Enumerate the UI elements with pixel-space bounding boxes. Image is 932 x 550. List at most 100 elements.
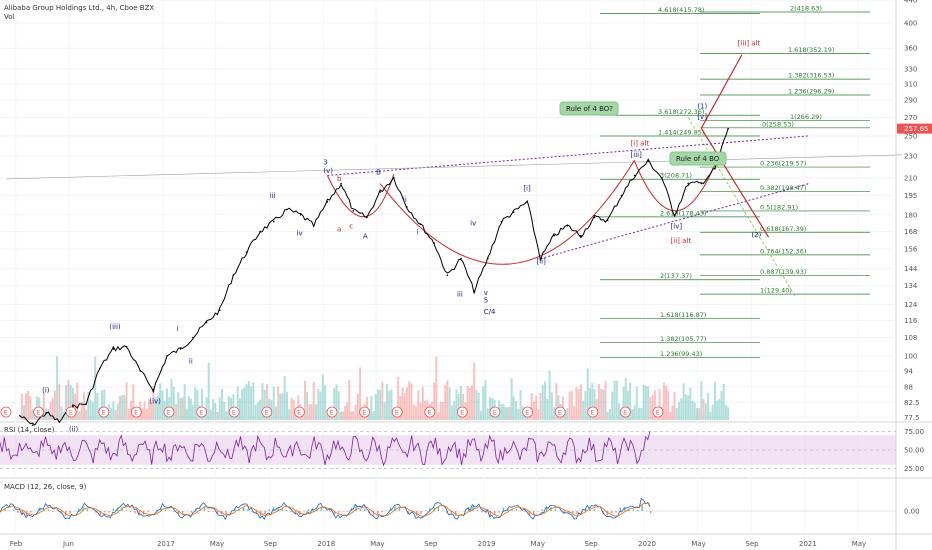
volume-bar: [417, 390, 420, 420]
macd-histogram-bar: [585, 508, 587, 511]
macd-histogram-bar: [333, 511, 336, 515]
volume-bar: [512, 396, 515, 420]
volume-bar: [718, 399, 721, 420]
price-point: [620, 194, 623, 197]
wave-label: iii: [270, 192, 276, 200]
volume-bar: [635, 386, 638, 420]
volume-bar: [517, 408, 520, 420]
volume-bar: [568, 391, 571, 420]
volume-bar: [573, 405, 576, 420]
volume-bar: [582, 400, 585, 420]
volume-bar: [506, 407, 509, 420]
price-point: [526, 201, 529, 203]
volume-bar: [339, 411, 342, 420]
wave-label: (i): [42, 386, 50, 394]
volume-bar: [288, 409, 291, 420]
macd-histogram-bar: [619, 507, 622, 511]
volume-bar: [385, 383, 388, 420]
wave-label: [iii] alt: [738, 40, 761, 48]
macd-histogram-bar: [411, 511, 414, 513]
fib-level-label: 1.618(352.19): [788, 46, 834, 54]
volume-bar: [410, 383, 413, 420]
volume-bar: [550, 391, 553, 420]
price-tick-label: 116: [904, 317, 918, 325]
volume-bar: [693, 402, 696, 420]
volume-bar: [720, 390, 723, 420]
fib-level-label: 1(129.40): [760, 287, 792, 295]
volume-bar: [439, 401, 442, 420]
price-tick-label: 270: [904, 114, 917, 122]
volume-bar: [606, 411, 609, 420]
volume-bar: [350, 411, 353, 420]
price-tick-label: 88: [904, 383, 913, 391]
macd-histogram-bar: [359, 509, 362, 511]
macd-histogram-bar: [238, 509, 240, 511]
volume-bar: [312, 381, 315, 420]
volume-bar: [539, 392, 542, 420]
earnings-marker: [33, 406, 44, 418]
volume-bar: [675, 408, 678, 420]
macd-histogram-bar: [147, 511, 149, 513]
volume-bar: [555, 382, 558, 420]
macd-histogram-bar: [247, 509, 249, 511]
price-point: [85, 402, 87, 405]
macd-histogram-bar: [47, 509, 50, 511]
macd-histogram-bar: [212, 511, 214, 512]
price-tick-label: 230: [904, 152, 917, 160]
volume-bar: [308, 404, 311, 420]
macd-histogram-bar: [138, 511, 141, 516]
volume-bar: [181, 397, 184, 420]
volume-bar: [510, 378, 513, 420]
price-point: [312, 224, 315, 227]
volume-bar: [69, 384, 72, 420]
price-point: [379, 191, 381, 193]
price-tick-label: 440: [904, 0, 917, 5]
volume-bar: [421, 386, 424, 420]
volume-bar: [265, 384, 268, 420]
volume-bar: [101, 390, 104, 420]
price-point: [460, 257, 462, 260]
price-tick-label: 100: [904, 353, 917, 361]
volume-bar: [245, 384, 248, 420]
volume-bar: [303, 380, 306, 420]
volume-bar: [702, 399, 705, 420]
fib-level-label: 1.236(99.43): [660, 350, 702, 358]
price-point: [366, 216, 368, 219]
volume-bar: [337, 391, 340, 420]
macd-histogram-bar: [637, 510, 639, 511]
volume-bar: [473, 363, 476, 420]
volume-bar: [482, 386, 485, 420]
volume-bar: [279, 393, 282, 420]
volume-bar: [647, 386, 650, 420]
volume-bar: [238, 398, 241, 420]
volume-bar: [379, 389, 382, 420]
volume-bar: [82, 392, 85, 420]
volume-bar: [60, 406, 63, 420]
price-point: [18, 414, 21, 417]
macd-histogram-bar: [60, 511, 63, 514]
time-tick-label: 2017: [157, 540, 175, 548]
wave-label: [ii] alt: [671, 237, 692, 245]
trend-annotations: [6, 54, 903, 297]
volume-bar: [212, 399, 215, 420]
volume-bar: [147, 398, 150, 420]
volume-bar: [191, 404, 194, 420]
macd-histogram-bar: [502, 507, 505, 511]
macd-histogram-bar: [437, 506, 440, 511]
volume-bar: [78, 411, 81, 420]
macd-histogram-bar: [546, 506, 548, 511]
volume-bar: [604, 380, 607, 420]
wave-label: B: [376, 168, 381, 176]
macd-histogram-bar: [182, 511, 184, 516]
volume-bar: [31, 409, 34, 420]
volume-bar: [214, 402, 217, 420]
volume-bar: [172, 386, 175, 420]
macd-histogram-bar: [108, 511, 110, 513]
macd-histogram-bar: [463, 511, 466, 512]
macd-histogram-bar: [216, 511, 219, 515]
macd-histogram-bar: [17, 511, 19, 513]
rsi-tick-label: 50.00: [904, 447, 924, 455]
volume-bar: [602, 389, 605, 420]
